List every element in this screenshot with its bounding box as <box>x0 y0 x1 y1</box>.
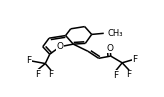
Text: F: F <box>113 71 118 80</box>
Text: F: F <box>26 56 31 65</box>
Text: F: F <box>127 70 132 79</box>
Text: O: O <box>107 44 114 53</box>
Text: CH₃: CH₃ <box>108 29 123 38</box>
Text: F: F <box>48 70 54 79</box>
Text: F: F <box>35 70 40 79</box>
Text: O: O <box>56 42 63 51</box>
Text: F: F <box>132 55 137 64</box>
